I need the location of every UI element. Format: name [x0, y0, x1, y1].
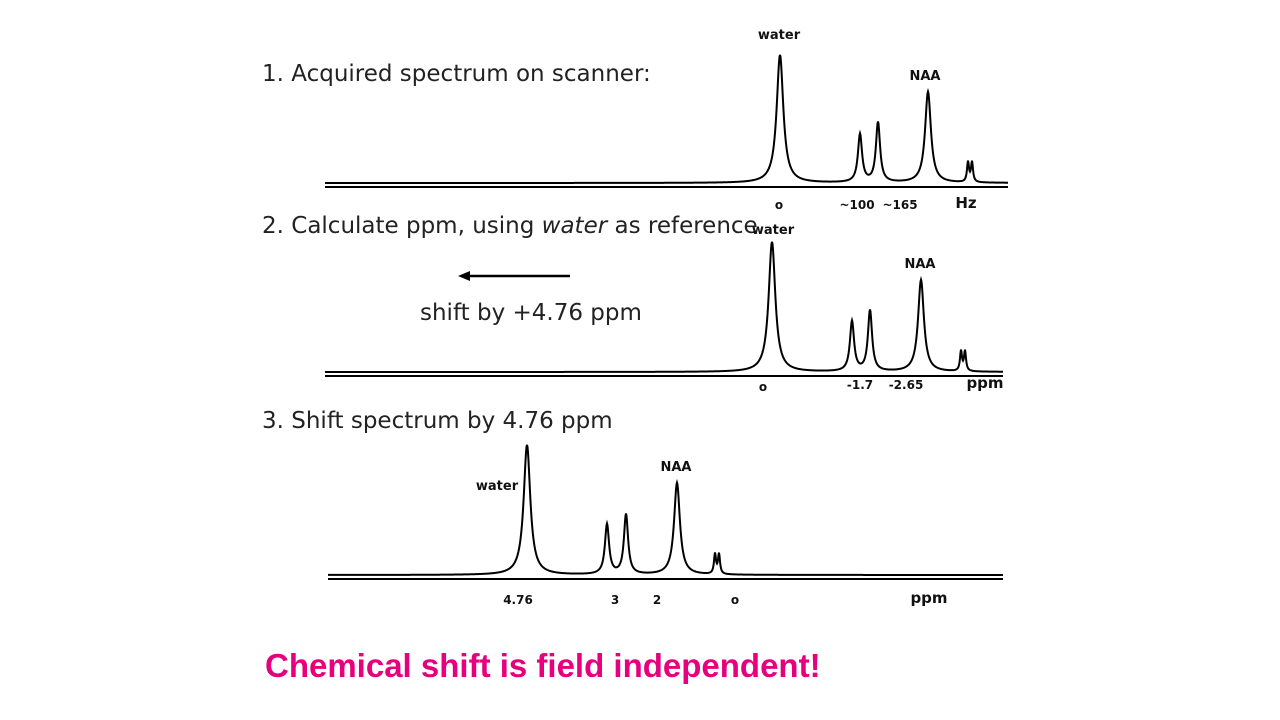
spectrum — [325, 54, 1008, 184]
footer: Chemical shift is field independent! — [265, 647, 821, 684]
tick-label: 4.76 — [503, 593, 533, 607]
arrow-text: shift by +4.76 ppm — [420, 300, 642, 326]
tick-label: 2 — [653, 593, 661, 607]
peak-label: NAA — [660, 460, 691, 475]
peak-label: NAA — [904, 257, 935, 272]
title-part: 2. Calculate ppm, using — [262, 213, 542, 239]
tick-label: o — [731, 593, 739, 607]
unit-label: Hz — [955, 194, 977, 212]
unit-label: ppm — [910, 589, 947, 607]
peak-label: water — [758, 28, 801, 43]
spectrum — [325, 241, 1003, 373]
peak-label: water — [752, 223, 795, 238]
tick-label: o — [759, 380, 767, 394]
step-title: 3. Shift spectrum by 4.76 ppm — [262, 408, 613, 434]
step-title: 1. Acquired spectrum on scanner: — [262, 61, 651, 87]
peak-label: NAA — [909, 69, 940, 84]
arrow-head — [458, 271, 470, 281]
tick-label: -1.7 — [847, 378, 873, 392]
title-part: water — [542, 213, 609, 239]
tick-label: 3 — [611, 593, 619, 607]
tick-label: -2.65 — [889, 378, 924, 392]
step-title: 2. Calculate ppm, using water as referen… — [262, 213, 758, 239]
spectrum — [328, 444, 1003, 576]
tick-label: ~165 — [882, 198, 917, 212]
tick-label: ~100 — [839, 198, 874, 212]
title-part: as reference — [607, 213, 758, 239]
tick-label: o — [775, 198, 783, 212]
peak-label: water — [476, 479, 519, 494]
unit-label: ppm — [966, 374, 1003, 392]
